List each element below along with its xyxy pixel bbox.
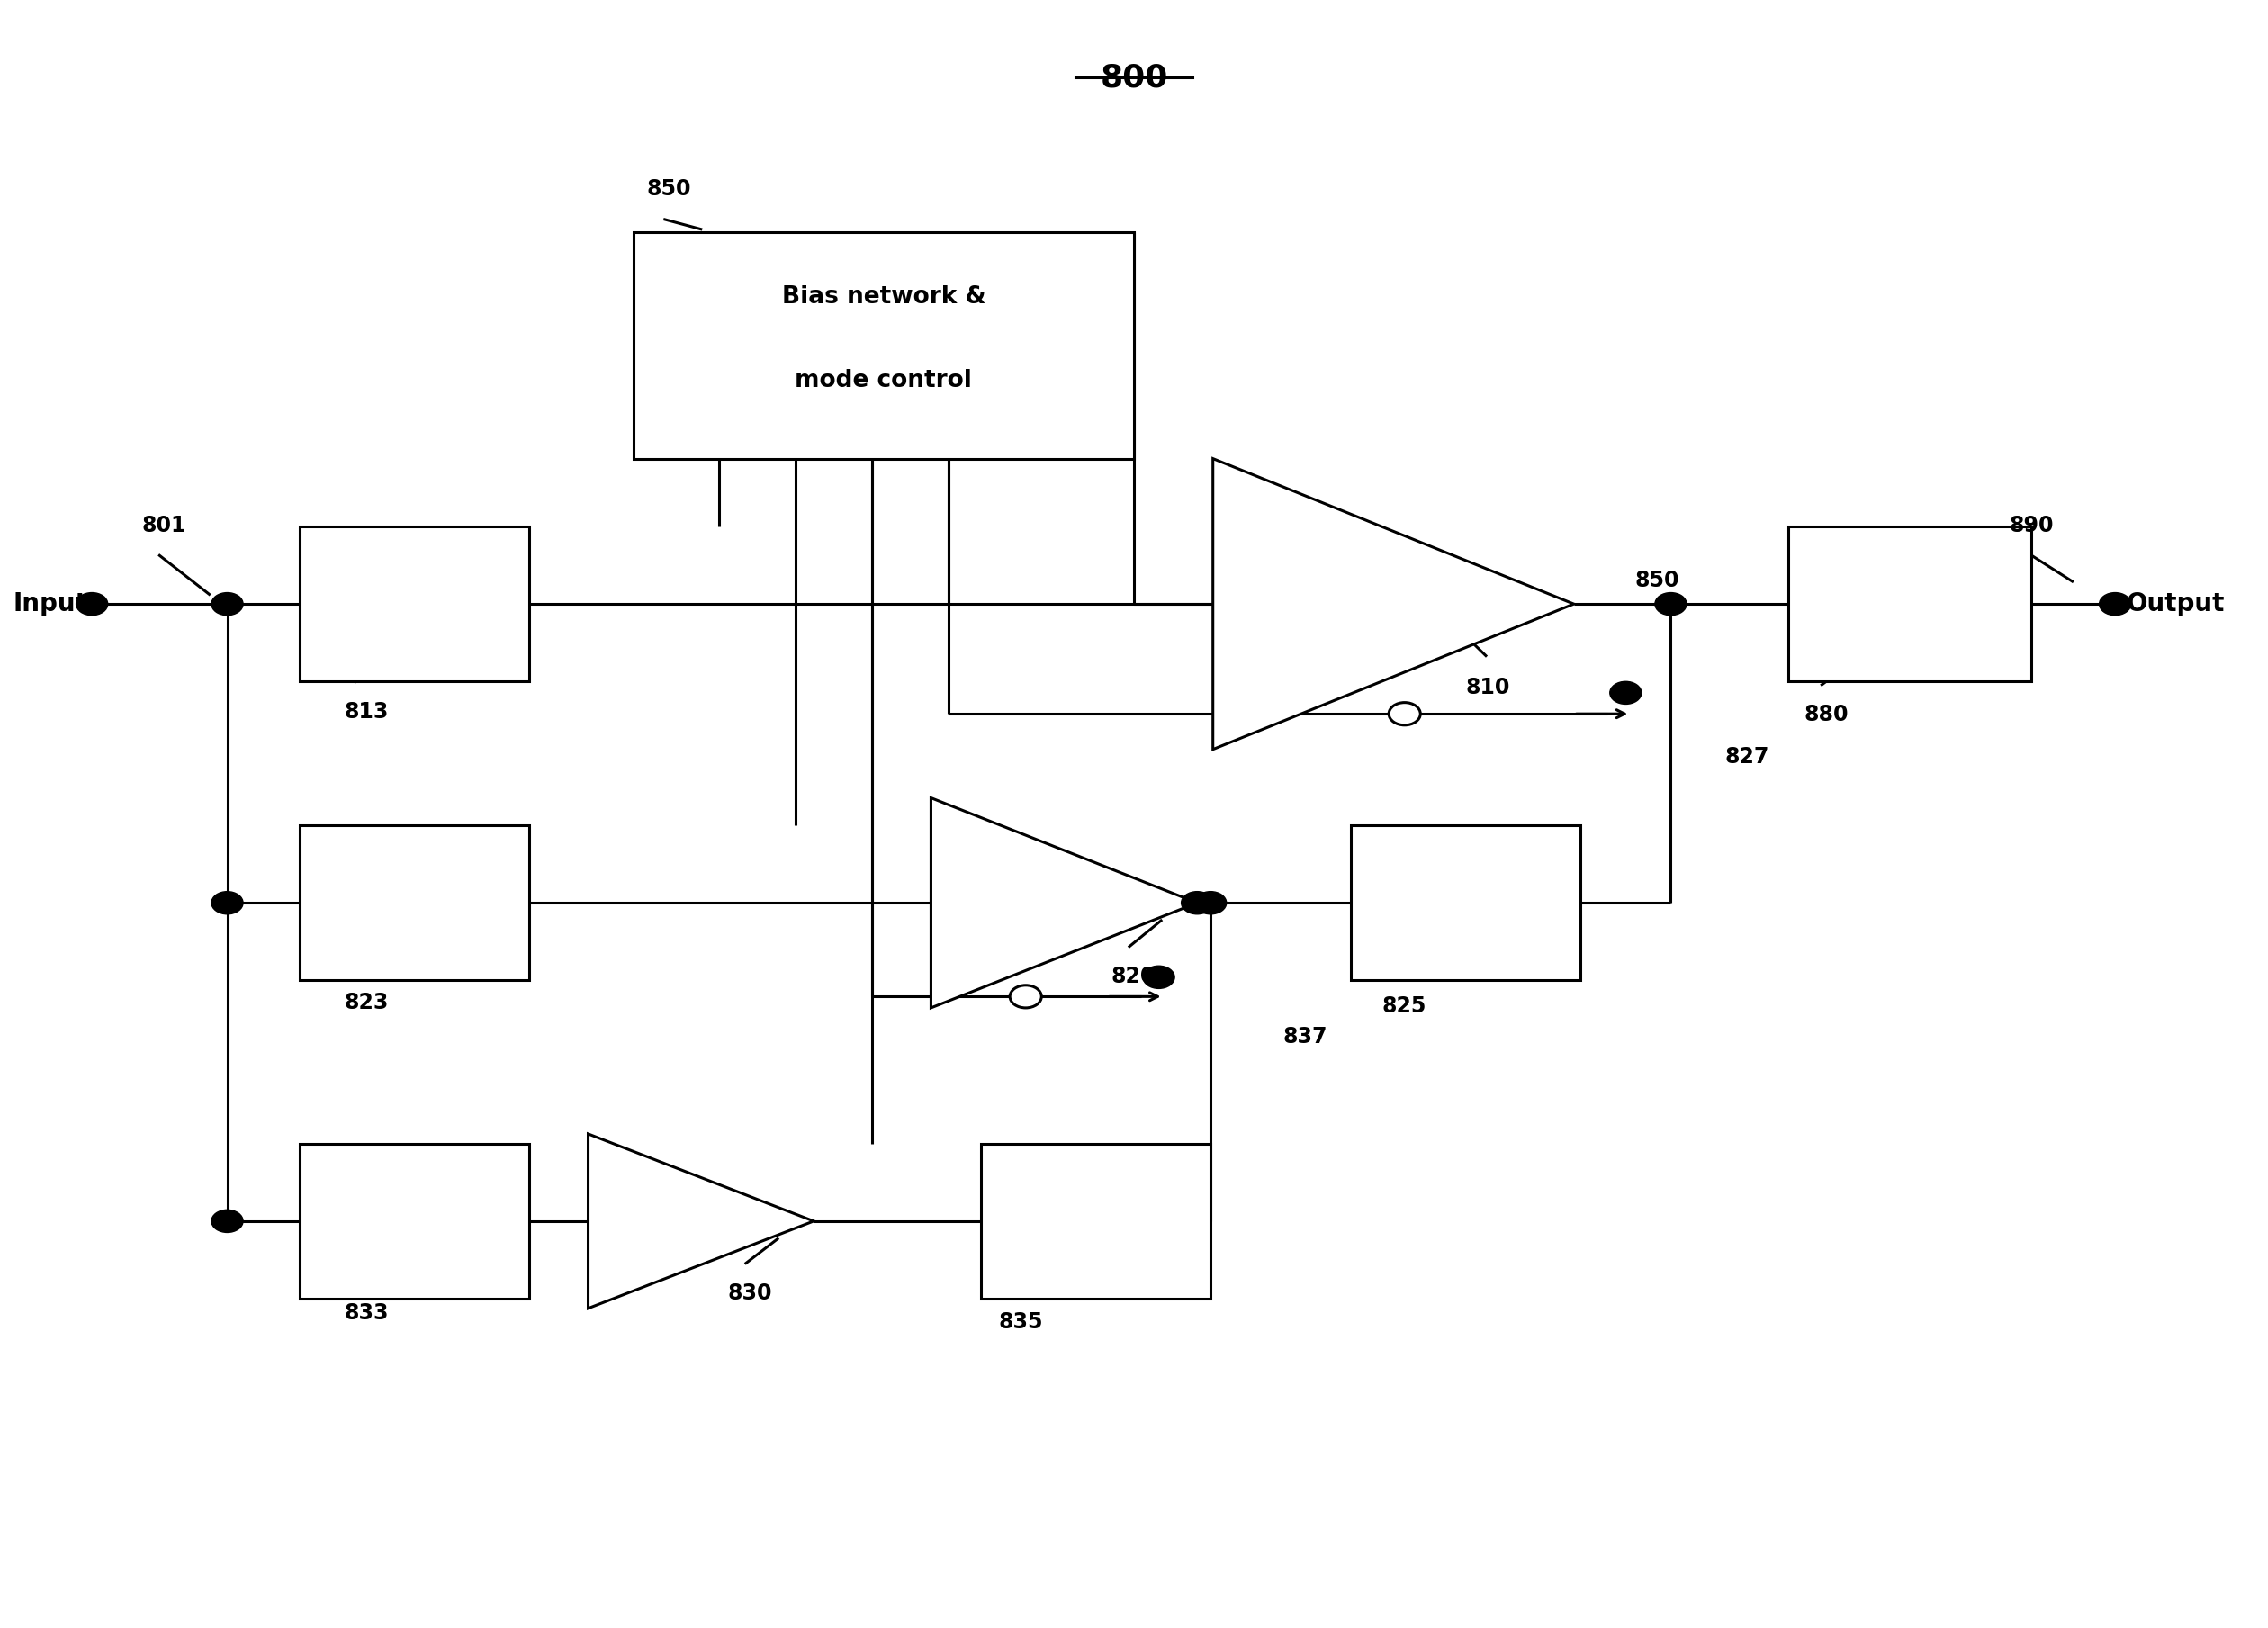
Circle shape [1195,892,1227,915]
Text: Input: Input [14,591,88,617]
Circle shape [2100,593,2132,615]
Text: Output: Output [2127,591,2225,617]
Text: 800: 800 [1100,63,1168,93]
Text: 835: 835 [998,1312,1043,1333]
Text: Bias network &: Bias network & [782,285,987,309]
Circle shape [1143,965,1175,988]
Text: 827: 827 [1726,746,1769,768]
Polygon shape [587,1133,814,1309]
Circle shape [77,593,109,615]
Bar [299,825,528,980]
Text: 850: 850 [646,179,692,200]
Circle shape [1610,682,1642,705]
Circle shape [1182,892,1213,915]
Polygon shape [930,798,1198,1008]
Text: 833: 833 [345,1302,390,1324]
Text: 830: 830 [728,1283,773,1304]
Text: 850: 850 [1635,570,1678,591]
Bar [299,526,528,682]
Circle shape [211,593,243,615]
Circle shape [211,1210,243,1232]
Bar [633,233,1134,459]
Circle shape [1388,703,1420,724]
Text: 880: 880 [1803,705,1848,726]
Text: 825: 825 [1381,995,1427,1016]
Text: 813: 813 [345,702,390,723]
Text: 810: 810 [1465,677,1510,698]
Circle shape [1656,593,1687,615]
Polygon shape [1213,459,1574,749]
Text: 837: 837 [1284,1026,1327,1047]
Bar [299,1143,528,1299]
Text: 890: 890 [2009,514,2055,536]
Circle shape [1009,985,1041,1008]
Text: 823: 823 [345,991,390,1013]
Bar [1787,526,2032,682]
Text: 820: 820 [1111,965,1157,988]
Text: 801: 801 [141,514,186,536]
Circle shape [211,892,243,915]
Text: mode control: mode control [796,370,973,392]
Bar [980,1143,1211,1299]
Bar [1349,825,1581,980]
